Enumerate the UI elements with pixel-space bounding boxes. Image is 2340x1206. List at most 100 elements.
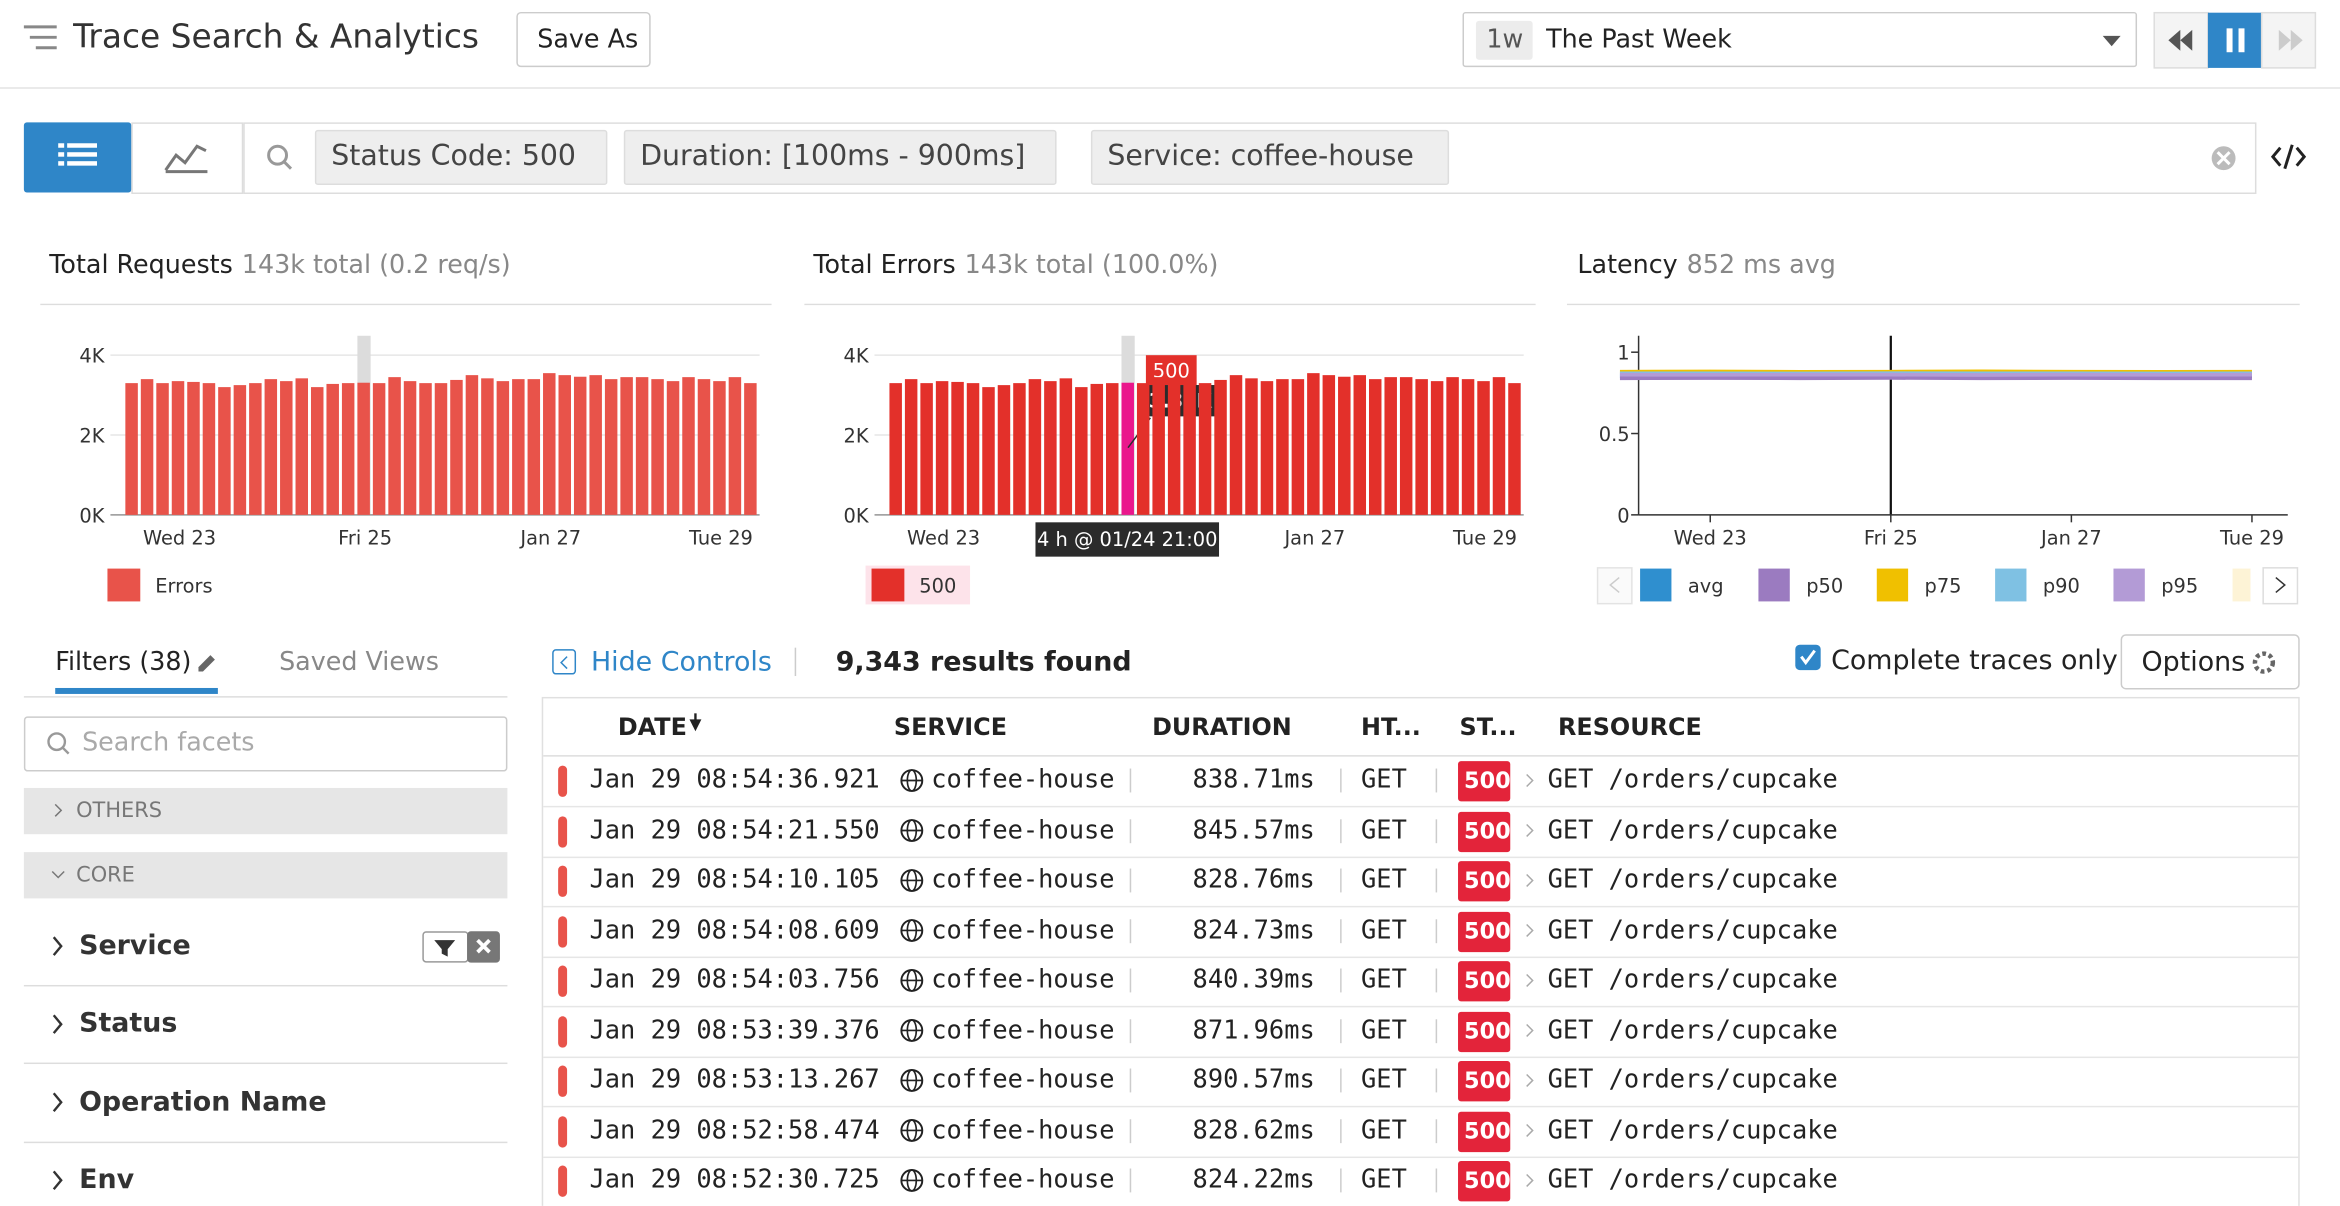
bar bbox=[527, 379, 541, 515]
time-range[interactable]: The Past Week bbox=[1546, 25, 1732, 55]
column-header[interactable]: RESOURCE bbox=[1558, 712, 1702, 741]
y-tick-label: 0K bbox=[843, 504, 869, 527]
bar bbox=[1183, 383, 1196, 515]
x-tick-label: Wed 23 bbox=[1674, 527, 1747, 550]
legend-label: 500 bbox=[919, 574, 956, 597]
x-tick-label: Jan 27 bbox=[519, 527, 581, 550]
cell-sep bbox=[1340, 1018, 1342, 1043]
hide-controls-icon[interactable] bbox=[552, 649, 577, 675]
bar bbox=[1322, 375, 1336, 515]
bar bbox=[156, 383, 169, 515]
bar bbox=[1461, 379, 1475, 515]
search-box[interactable] bbox=[243, 122, 2257, 195]
legend-prev[interactable] bbox=[1596, 567, 1633, 605]
bar bbox=[1121, 382, 1134, 515]
bar bbox=[744, 383, 757, 515]
cell-service: coffee-house bbox=[931, 765, 1115, 796]
facet-divider bbox=[23, 984, 508, 987]
bar bbox=[1415, 379, 1428, 515]
bar bbox=[233, 385, 247, 515]
cell-duration: 838.71ms bbox=[1192, 765, 1315, 796]
cell-status: 500 bbox=[1463, 1067, 1511, 1094]
column-header[interactable]: DURATION bbox=[1152, 712, 1292, 741]
filter-pill[interactable] bbox=[314, 129, 608, 186]
pause-button[interactable] bbox=[2207, 12, 2262, 68]
bar bbox=[1260, 381, 1274, 515]
column-header[interactable]: HT... bbox=[1361, 712, 1421, 741]
forward-icon bbox=[2278, 29, 2303, 51]
facet-label[interactable]: Operation Name bbox=[79, 1086, 327, 1118]
status-badge bbox=[1458, 961, 1511, 1002]
cell-resource: GET /orders/cupcake bbox=[1547, 865, 1838, 896]
group-core[interactable] bbox=[23, 852, 508, 899]
cell-status: 500 bbox=[1463, 917, 1511, 944]
hide-controls[interactable]: Hide Controls bbox=[590, 646, 772, 678]
active-tab-underline bbox=[55, 687, 218, 694]
header-divider bbox=[543, 755, 2299, 757]
facet-chevron bbox=[52, 1092, 63, 1112]
group-others[interactable] bbox=[23, 787, 508, 835]
bar bbox=[202, 383, 216, 515]
bar bbox=[496, 381, 510, 515]
code-icon[interactable] bbox=[2270, 144, 2307, 170]
chart-subtitle: 143k total (100.0%) bbox=[964, 250, 1219, 281]
filter-pill[interactable] bbox=[623, 129, 1057, 186]
bar bbox=[1013, 383, 1026, 515]
cell-service: coffee-house bbox=[931, 1015, 1115, 1046]
bar bbox=[1152, 377, 1165, 515]
cell-sep bbox=[1340, 968, 1342, 993]
options-label[interactable]: Options bbox=[2141, 646, 2246, 678]
bar bbox=[1075, 387, 1088, 515]
facet-label[interactable]: Status bbox=[79, 1008, 178, 1040]
options-button[interactable] bbox=[2120, 634, 2300, 690]
filter-pill[interactable] bbox=[1090, 129, 1450, 186]
facet-chevron bbox=[52, 936, 63, 956]
cell-sep bbox=[1340, 868, 1342, 893]
save-as-label[interactable]: Save As bbox=[537, 25, 639, 55]
resource-chevron bbox=[1526, 873, 1534, 887]
complete-traces-label[interactable]: Complete traces only bbox=[1831, 644, 2118, 677]
search-icon bbox=[267, 144, 289, 166]
save-as-button[interactable] bbox=[516, 11, 651, 68]
column-header[interactable]: DATE bbox=[617, 712, 687, 741]
column-header[interactable]: SERVICE bbox=[893, 712, 1008, 741]
tooltip-series: 500 bbox=[1153, 360, 1190, 383]
bar bbox=[140, 379, 154, 515]
filters-tab[interactable]: Filters (38) bbox=[55, 647, 192, 678]
menu-icon[interactable] bbox=[23, 25, 57, 50]
x-tick-label: Fri 25 bbox=[338, 527, 392, 550]
cell-method: GET bbox=[1361, 865, 1407, 896]
bar bbox=[889, 383, 902, 515]
cell-date: Jan 29 08:53:13.267 bbox=[589, 1065, 880, 1096]
bar bbox=[1508, 383, 1521, 515]
cell-sep bbox=[1435, 818, 1438, 843]
y-tick-label: 4K bbox=[843, 345, 869, 368]
tooltip-time: 4 h @ 01/24 21:00 bbox=[1037, 528, 1217, 551]
bar bbox=[1276, 379, 1289, 515]
legend-swatch bbox=[1758, 568, 1790, 602]
cell-method: GET bbox=[1361, 1115, 1407, 1146]
bar bbox=[264, 379, 278, 515]
cell-sep bbox=[1435, 918, 1438, 943]
legend-next[interactable] bbox=[2262, 567, 2299, 605]
bar bbox=[589, 375, 602, 515]
list-view-button[interactable] bbox=[23, 122, 132, 193]
facet-label[interactable]: Service bbox=[79, 930, 191, 962]
bar bbox=[1446, 377, 1459, 515]
legend-label: p50 bbox=[1806, 574, 1843, 597]
resource-chevron bbox=[1526, 1173, 1534, 1187]
bar bbox=[249, 383, 262, 515]
saved-views-tab[interactable]: Saved Views bbox=[279, 647, 439, 678]
facet-search-placeholder: Search facets bbox=[82, 727, 255, 758]
facet-search[interactable] bbox=[23, 716, 508, 772]
bar bbox=[713, 381, 726, 515]
resource-chevron bbox=[1526, 973, 1534, 987]
edit-icon[interactable] bbox=[198, 655, 215, 672]
facet-label[interactable]: Env bbox=[79, 1164, 135, 1196]
chart-title: Total Requests 143k total (0.2 req/s) bbox=[49, 250, 511, 281]
column-header[interactable]: ST... bbox=[1459, 712, 1517, 741]
row-status-bar bbox=[558, 765, 568, 797]
time-selector[interactable] bbox=[1462, 11, 2138, 68]
cell-sep bbox=[1340, 1068, 1342, 1093]
